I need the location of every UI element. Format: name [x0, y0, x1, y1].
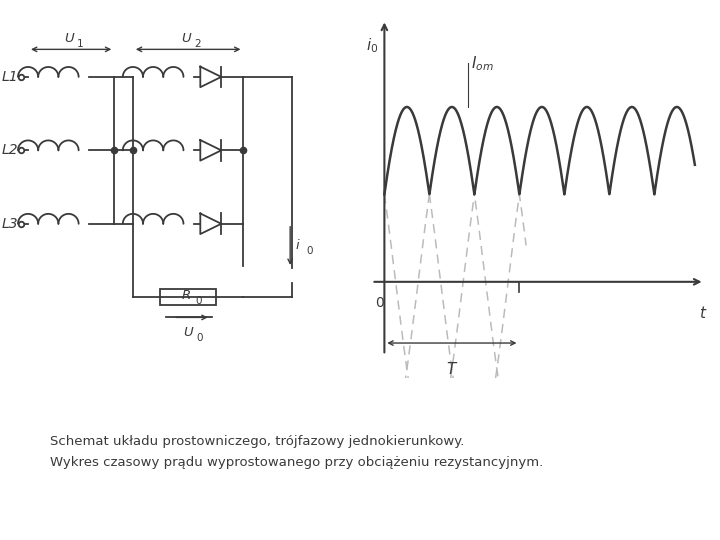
Text: 0: 0 — [196, 333, 202, 342]
Text: 1: 1 — [77, 39, 84, 49]
Text: Schemat układu prostowniczego, trójfazowy jednokierunkowy.: Schemat układu prostowniczego, trójfazow… — [50, 435, 465, 448]
Text: i: i — [296, 239, 300, 252]
Text: U: U — [64, 32, 74, 45]
Text: $T$: $T$ — [446, 361, 458, 376]
Text: Wykres czasowy prądu wyprostowanego przy obciążeniu rezystancyjnym.: Wykres czasowy prądu wyprostowanego przy… — [50, 456, 544, 469]
Text: 2: 2 — [194, 39, 201, 49]
Text: R: R — [181, 289, 191, 302]
Text: L1: L1 — [2, 70, 19, 84]
Text: U: U — [184, 326, 193, 339]
Text: $i_0$: $i_0$ — [366, 36, 379, 55]
Text: L3: L3 — [2, 217, 19, 231]
Text: $t$: $t$ — [699, 305, 708, 321]
Text: L2: L2 — [2, 143, 19, 157]
Text: 0: 0 — [306, 246, 312, 256]
Text: $I_{om}$: $I_{om}$ — [472, 54, 494, 72]
Text: 0: 0 — [195, 296, 202, 306]
Text: 0: 0 — [374, 296, 383, 310]
Text: U: U — [181, 32, 191, 45]
Bar — [160, 289, 216, 306]
